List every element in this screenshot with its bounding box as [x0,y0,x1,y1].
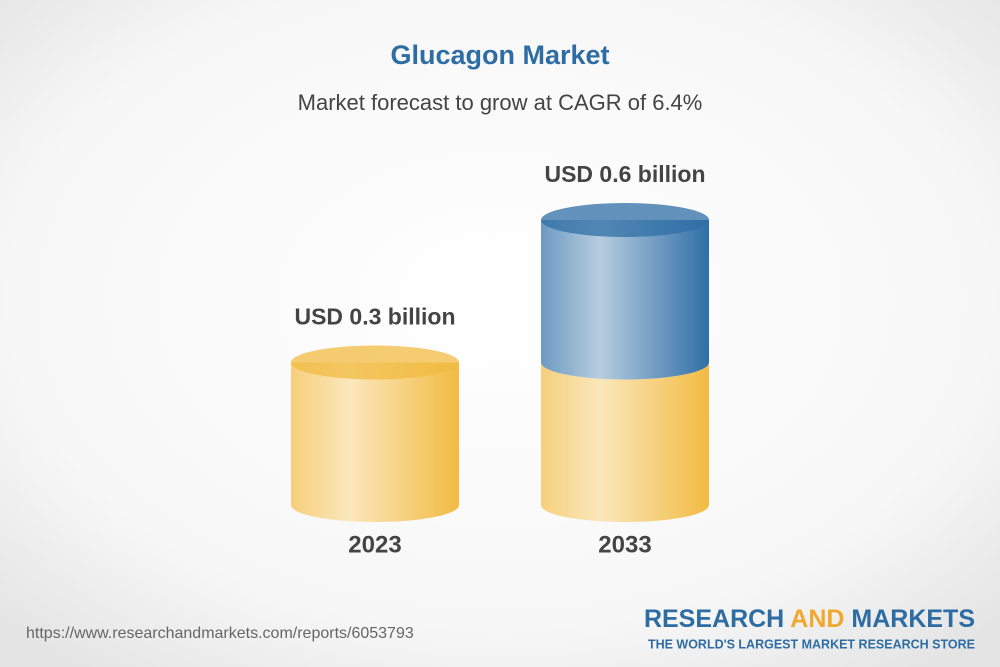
brand-word: RESEARCH [644,605,784,633]
brand-word: MARKETS [851,605,975,633]
cylinder-top [541,203,709,237]
chart-subtitle: Market forecast to grow at CAGR of 6.4% [298,90,703,115]
chart-title: Glucagon Market [390,40,609,70]
brand-logo: RESEARCH AND MARKETS [644,605,975,633]
source-url: https://www.researchandmarkets.com/repor… [26,625,414,642]
brand-word: AND [790,605,844,633]
x-tick-label: 2033 [598,531,651,558]
cylinder-body-shade [291,362,459,522]
value-label: USD 0.3 billion [294,304,455,330]
value-label: USD 0.6 billion [544,161,705,187]
cylinder-body-shade [541,220,709,380]
cylinder-top [291,345,459,380]
cylinder-body-shade [541,362,709,522]
x-tick-label: 2023 [348,531,401,558]
brand-tagline: THE WORLD'S LARGEST MARKET RESEARCH STOR… [648,637,975,651]
